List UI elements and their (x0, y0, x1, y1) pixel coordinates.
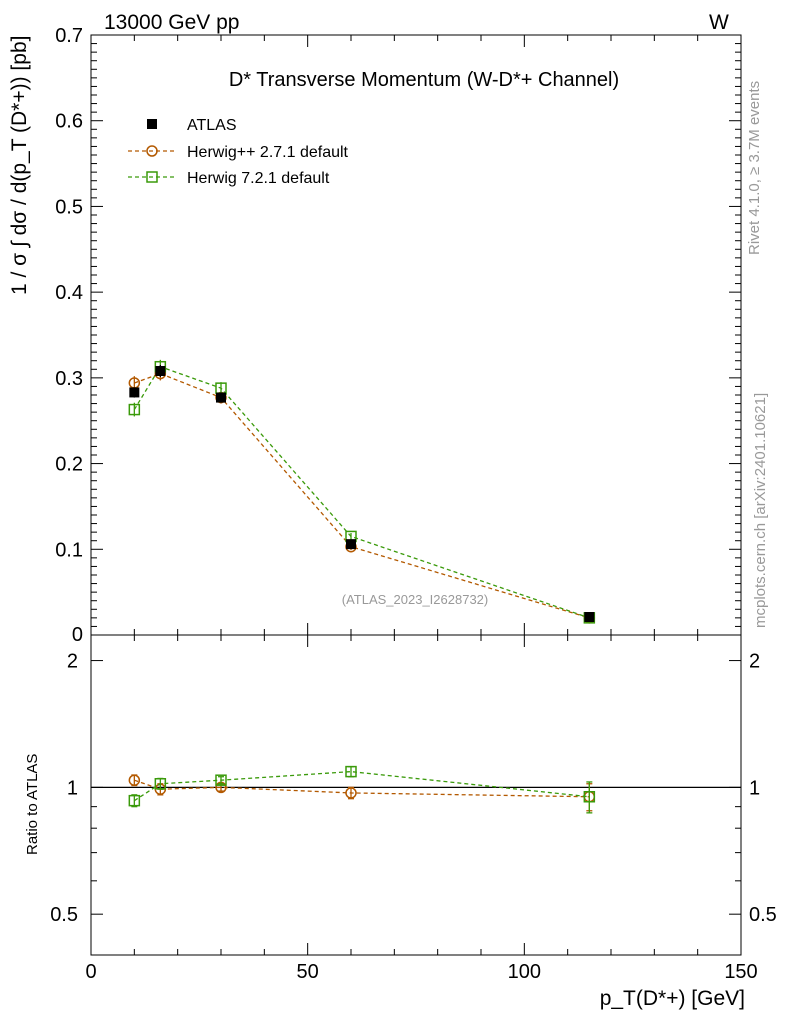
y-tick-label: 0.4 (55, 282, 83, 304)
y-tick-label: 0.5 (55, 196, 83, 218)
ratio-tick-label-left: 1 (67, 777, 78, 799)
ratio-plot-frame (90, 634, 742, 956)
legend-label: ATLAS (187, 117, 237, 134)
ratio-point (345, 787, 357, 799)
analysis-watermark: (ATLAS_2023_I2628732) (342, 592, 488, 607)
y-axis-label: 1 / σ ∫ dσ / d(p_T (D*+)) [pb] (8, 36, 31, 295)
legend-marker (146, 145, 158, 157)
header-right: W (709, 11, 729, 34)
y-tick-label-zero: 0 (72, 624, 83, 646)
mcplots-credit-text: mcplots.cern.ch [arXiv:2401.10621] (752, 393, 769, 628)
legend-label: Herwig 7.2.1 default (187, 170, 330, 187)
data-point (129, 387, 140, 398)
legend-marker (146, 171, 158, 183)
series-line-1 (134, 372, 590, 619)
header-left: 13000 GeV pp (104, 11, 239, 34)
data-point (346, 539, 356, 550)
ratio-point (583, 791, 596, 803)
ratio-series-layer (128, 765, 596, 814)
x-tick-label: 50 (297, 961, 319, 983)
ratio-tick-label-left: 0.5 (50, 904, 78, 926)
axis-ticks: 0 50 100 150 0.1 0.2 0.3 0.4 0.5 0.6 0.7 0 0.5 0.5 1 1 2… (50, 25, 777, 983)
legend-marker (147, 119, 157, 129)
y-tick-label: 0.3 (55, 368, 83, 390)
data-point (584, 612, 595, 622)
ratio-line-1 (134, 779, 590, 798)
y-tick-label: 0.6 (55, 111, 83, 133)
ratio-point (345, 765, 357, 778)
data-point (216, 392, 226, 403)
legend: ATLAS Herwig++ 2.7.1 default Herwig 7.2.1 … (128, 117, 349, 187)
ratio-point (154, 778, 167, 790)
x-tick-label: 150 (724, 961, 757, 983)
ratio-tick-label-left: 2 (67, 651, 78, 673)
data-point (155, 366, 166, 376)
ratio-y-axis-label: Ratio to ATLAS (24, 754, 41, 855)
ratio-point (128, 774, 141, 786)
rivet-version-text: Rivet 4.1.0, ≥ 3.7M events (746, 81, 763, 255)
y-tick-label: 0.7 (55, 25, 83, 47)
x-tick-label: 100 (508, 961, 541, 983)
y-axis-label-text: 1 / σ ∫ dσ / d(p_T (D*+)) [pb] (8, 36, 31, 295)
y-tick-label: 0.2 (55, 454, 83, 476)
ratio-point (128, 794, 141, 807)
series-line-2 (133, 365, 590, 619)
y-tick-label: 0.1 (55, 539, 83, 561)
x-axis-label: p_T(D*+) [GeV] (600, 987, 745, 1010)
chart-title: D* Transverse Momentum (W-D*+ Channel) (229, 69, 619, 91)
ratio-point (215, 774, 227, 786)
ratio-tick-label-right: 0.5 (749, 904, 777, 926)
x-tick-label: 0 (85, 961, 96, 983)
ratio-tick-label-right: 2 (749, 651, 760, 673)
main-series-layer (128, 359, 596, 624)
data-point (128, 403, 141, 416)
ratio-tick-label-right: 1 (749, 777, 760, 799)
legend-label: Herwig++ 2.7.1 default (187, 144, 349, 161)
